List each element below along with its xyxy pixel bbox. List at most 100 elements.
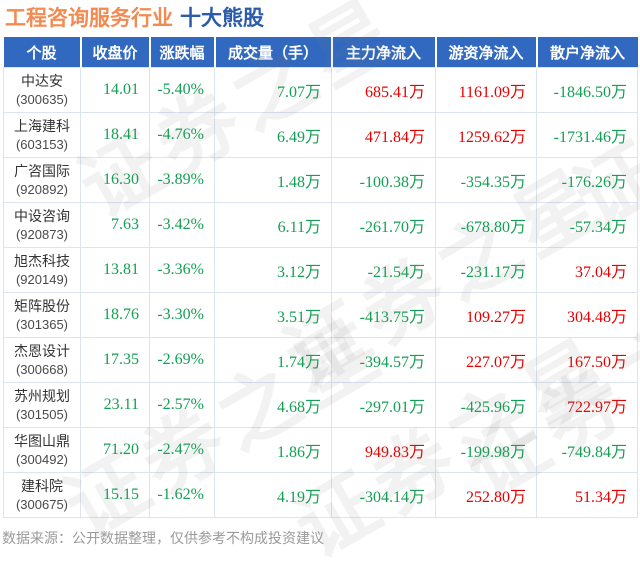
table-row: 苏州规划 (301505) 23.11 -2.57% 4.68万 -297.01万 -425…	[3, 382, 638, 428]
stock-code: (300492)	[15, 452, 69, 467]
stock-cell: 建科院 (300675)	[3, 472, 81, 518]
main-inflow-cell: -21.54万	[331, 247, 436, 293]
table-row: 旭杰科技 (920149) 13.81 -3.36% 3.12万 -21.54万 -231.…	[3, 247, 638, 293]
stock-name: 中达安	[21, 73, 63, 89]
stock-cell: 苏州规划 (301505)	[3, 382, 81, 428]
close-price-cell: 16.30	[80, 157, 150, 203]
bear-stocks-table: 个股 收盘价 涨跌幅 成交量（手） 主力净流入 游资净流入 散户净流入 中达安 (300635…	[3, 37, 638, 518]
stock-cell: 中设咨询 (920873)	[3, 202, 81, 248]
table-body: 中达安 (300635) 14.01 -5.40% 7.07万 685.41万 1161.0…	[3, 67, 638, 518]
stock-cell: 杰恩设计 (300668)	[3, 337, 81, 383]
change-percent-cell: -3.36%	[149, 247, 215, 293]
stock-name: 旭杰科技	[14, 253, 70, 269]
stock-name: 上海建科	[14, 118, 70, 134]
retail-inflow-cell: -176.26万	[536, 157, 638, 203]
stock-name: 苏州规划	[14, 388, 70, 404]
column-header: 个股	[3, 37, 82, 68]
column-header: 主力净流入	[330, 37, 437, 68]
stock-name: 杰恩设计	[14, 343, 70, 359]
main-inflow-cell: -297.01万	[331, 382, 436, 428]
close-price-cell: 7.63	[80, 202, 150, 248]
stock-name: 广咨国际	[14, 163, 70, 179]
change-percent-cell: -3.89%	[149, 157, 215, 203]
change-percent-cell: -3.42%	[149, 202, 215, 248]
volume-cell: 7.07万	[214, 67, 332, 113]
retail-inflow-cell: 51.34万	[536, 472, 638, 518]
volume-cell: 1.86万	[214, 427, 332, 473]
main-inflow-cell: -100.38万	[331, 157, 436, 203]
retail-inflow-cell: -57.34万	[536, 202, 638, 248]
main-inflow-cell: 949.83万	[331, 427, 436, 473]
hot-money-inflow-cell: -354.35万	[435, 157, 537, 203]
hot-money-inflow-cell: -199.98万	[435, 427, 537, 473]
column-header: 散户净流入	[535, 37, 638, 68]
hot-money-inflow-cell: -231.17万	[435, 247, 537, 293]
change-percent-cell: -4.76%	[149, 112, 215, 158]
table-header-row: 个股 收盘价 涨跌幅 成交量（手） 主力净流入 游资净流入 散户净流入	[3, 37, 638, 68]
table-row: 上海建科 (603153) 18.41 -4.76% 6.49万 471.84万 1259.…	[3, 112, 638, 158]
stock-code: (920892)	[15, 182, 69, 197]
stock-code: (301365)	[15, 317, 69, 332]
table-row: 中设咨询 (920873) 7.63 -3.42% 6.11万 -261.70万 -678.…	[3, 202, 638, 248]
stock-code: (300668)	[15, 362, 69, 377]
title-industry: 工程咨询服务行业	[5, 7, 173, 30]
stock-cell: 上海建科 (603153)	[3, 112, 81, 158]
retail-inflow-cell: -1731.46万	[536, 112, 638, 158]
stock-code: (301505)	[15, 407, 69, 422]
main-inflow-cell: -304.14万	[331, 472, 436, 518]
volume-cell: 1.74万	[214, 337, 332, 383]
volume-cell: 1.48万	[214, 157, 332, 203]
close-price-cell: 18.76	[80, 292, 150, 338]
hot-money-inflow-cell: 252.80万	[435, 472, 537, 518]
volume-cell: 6.49万	[214, 112, 332, 158]
stock-name: 中设咨询	[14, 208, 70, 224]
change-percent-cell: -2.57%	[149, 382, 215, 428]
change-percent-cell: -1.62%	[149, 472, 215, 518]
stock-code: (920149)	[15, 272, 69, 287]
close-price-cell: 23.11	[80, 382, 150, 428]
page-title: 工程咨询服务行业 十大熊股	[5, 2, 264, 32]
hot-money-inflow-cell: 1259.62万	[435, 112, 537, 158]
table-row: 矩阵股份 (301365) 18.76 -3.30% 3.51万 -413.75万 109.…	[3, 292, 638, 338]
close-price-cell: 18.41	[80, 112, 150, 158]
close-price-cell: 14.01	[80, 67, 150, 113]
change-percent-cell: -3.30%	[149, 292, 215, 338]
hot-money-inflow-cell: 109.27万	[435, 292, 537, 338]
stock-name: 华图山鼎	[14, 433, 70, 449]
close-price-cell: 71.20	[80, 427, 150, 473]
main-inflow-cell: -413.75万	[331, 292, 436, 338]
stock-name: 矩阵股份	[14, 298, 70, 314]
close-price-cell: 17.35	[80, 337, 150, 383]
main-inflow-cell: -261.70万	[331, 202, 436, 248]
stock-code: (920873)	[15, 227, 69, 242]
volume-cell: 3.51万	[214, 292, 332, 338]
volume-cell: 4.68万	[214, 382, 332, 428]
stock-name: 建科院	[21, 478, 63, 494]
change-percent-cell: -5.40%	[149, 67, 215, 113]
stock-code: (603153)	[15, 137, 69, 152]
volume-cell: 3.12万	[214, 247, 332, 293]
stock-cell: 华图山鼎 (300492)	[3, 427, 81, 473]
table-row: 中达安 (300635) 14.01 -5.40% 7.07万 685.41万 1161.0…	[3, 67, 638, 113]
stock-code: (300635)	[15, 92, 69, 107]
stock-code: (300675)	[15, 497, 69, 512]
change-percent-cell: -2.69%	[149, 337, 215, 383]
column-header: 收盘价	[79, 37, 151, 68]
stock-cell: 矩阵股份 (301365)	[3, 292, 81, 338]
title-suffix: 十大熊股	[180, 7, 264, 30]
column-header: 成交量（手）	[213, 37, 333, 68]
table-row: 广咨国际 (920892) 16.30 -3.89% 1.48万 -100.38万 -354…	[3, 157, 638, 203]
column-header: 游资净流入	[434, 37, 538, 68]
table-row: 杰恩设计 (300668) 17.35 -2.69% 1.74万 -394.57万 227.…	[3, 337, 638, 383]
table-row: 华图山鼎 (300492) 71.20 -2.47% 1.86万 949.83万 -199.…	[3, 427, 638, 473]
retail-inflow-cell: 722.97万	[536, 382, 638, 428]
stock-cell: 中达安 (300635)	[3, 67, 81, 113]
retail-inflow-cell: -749.84万	[536, 427, 638, 473]
close-price-cell: 13.81	[80, 247, 150, 293]
main-inflow-cell: 471.84万	[331, 112, 436, 158]
retail-inflow-cell: 167.50万	[536, 337, 638, 383]
column-header: 涨跌幅	[148, 37, 216, 68]
main-inflow-cell: 685.41万	[331, 67, 436, 113]
hot-money-inflow-cell: 227.07万	[435, 337, 537, 383]
volume-cell: 4.19万	[214, 472, 332, 518]
